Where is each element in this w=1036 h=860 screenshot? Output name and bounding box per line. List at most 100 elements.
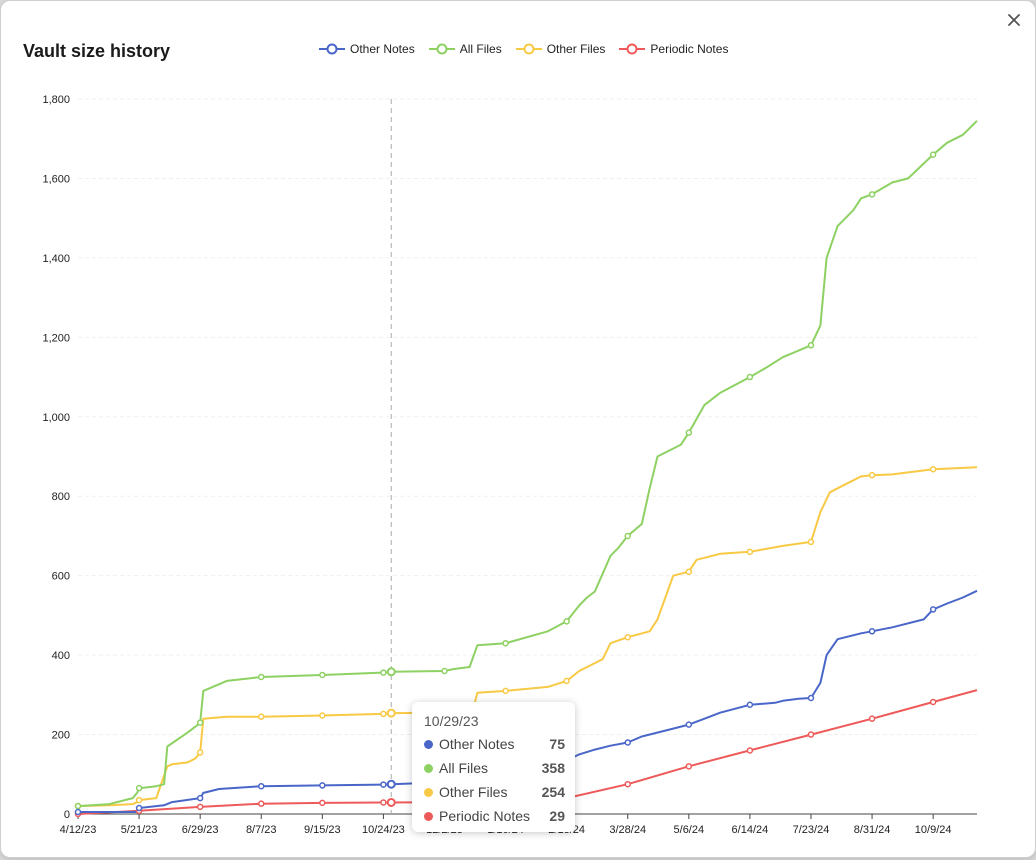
y-tick-label: 1,800 xyxy=(42,94,70,106)
data-point xyxy=(502,687,509,695)
x-tick-label: 4/12/23 xyxy=(60,824,97,836)
tooltip-series-value: 358 xyxy=(541,760,565,776)
x-tick-label: 6/29/23 xyxy=(182,824,219,836)
data-point xyxy=(929,606,937,613)
data-point xyxy=(196,749,204,756)
data-point xyxy=(257,713,265,720)
x-tick-label: 5/21/23 xyxy=(121,824,158,836)
data-point xyxy=(196,794,204,802)
legend-marker-icon xyxy=(515,43,542,55)
close-button[interactable] xyxy=(1003,9,1025,31)
data-point xyxy=(563,677,570,685)
data-point xyxy=(135,796,143,804)
data-point xyxy=(257,673,265,681)
data-point xyxy=(929,465,937,473)
y-tick-label: 1,400 xyxy=(42,253,70,265)
y-tick-label: 800 xyxy=(52,491,70,503)
tooltip-dot xyxy=(424,787,433,797)
data-point xyxy=(624,780,631,788)
data-point xyxy=(380,781,387,788)
dialog-title: Vault size history xyxy=(23,41,171,61)
legend-label: All Files xyxy=(459,42,502,56)
tooltip-series-value: 29 xyxy=(549,808,565,824)
data-point xyxy=(624,633,631,641)
data-point xyxy=(807,731,815,738)
data-point xyxy=(746,701,754,709)
data-point xyxy=(868,191,876,198)
tooltip-series-name: Other Notes xyxy=(439,736,515,752)
data-point xyxy=(380,799,387,806)
legend-circle xyxy=(436,43,448,55)
data-point xyxy=(563,618,570,625)
y-tick-label: 600 xyxy=(52,571,70,583)
y-tick-label: 400 xyxy=(52,650,70,662)
data-point xyxy=(929,151,937,158)
tooltip-series-value: 75 xyxy=(549,736,565,752)
tooltip-row-all-files: All Files 358 xyxy=(424,760,565,776)
x-tick-label: 6/14/24 xyxy=(732,824,769,836)
x-tick-label: 9/15/23 xyxy=(304,824,341,836)
data-point xyxy=(807,342,815,349)
data-point xyxy=(746,747,754,754)
tooltip-row-periodic-notes: Periodic Notes 29 xyxy=(424,808,565,824)
legend-label: Other Files xyxy=(546,42,606,56)
y-tick-label: 1,600 xyxy=(42,173,70,185)
tooltip-dot xyxy=(424,739,433,749)
series-line-other-files xyxy=(77,466,978,808)
data-point xyxy=(386,797,396,807)
y-tick-label: 1,000 xyxy=(42,412,70,424)
data-point xyxy=(319,799,326,807)
legend-item-other-files[interactable]: Other Files xyxy=(515,42,606,56)
data-point xyxy=(386,779,396,789)
x-tick-label: 5/6/24 xyxy=(674,824,705,836)
data-point xyxy=(624,739,631,746)
data-point xyxy=(74,802,82,810)
data-point xyxy=(746,373,754,381)
y-tick-label: 1,200 xyxy=(42,332,70,344)
data-point xyxy=(319,782,326,789)
data-point xyxy=(135,784,143,792)
legend-label: Periodic Notes xyxy=(650,42,729,56)
data-point xyxy=(746,548,754,556)
chart-legend: Other Notes All Files Other Files Period… xyxy=(319,42,728,56)
legend-item-all-files[interactable]: All Files xyxy=(428,42,502,56)
data-point xyxy=(868,471,876,479)
legend-marker-icon xyxy=(619,43,646,55)
legend-circle xyxy=(626,43,638,55)
tooltip-dot xyxy=(424,763,433,773)
x-tick-label: 8/31/24 xyxy=(854,824,891,836)
data-point xyxy=(685,763,693,770)
tooltip-date: 10/29/23 xyxy=(424,713,479,729)
legend-item-periodic-notes[interactable]: Periodic Notes xyxy=(619,42,728,56)
tooltip-series-value: 254 xyxy=(541,784,565,800)
data-point xyxy=(386,708,396,718)
legend-circle xyxy=(326,43,338,55)
data-point xyxy=(380,710,387,718)
data-point xyxy=(441,667,448,675)
data-point xyxy=(257,800,265,807)
close-icon xyxy=(1008,14,1020,26)
data-point xyxy=(502,639,509,647)
x-tick-label: 3/28/24 xyxy=(609,824,646,836)
data-point xyxy=(319,671,326,679)
x-tick-label: 10/9/24 xyxy=(915,824,952,836)
tooltip-series-name: Other Files xyxy=(439,784,508,800)
x-tick-label: 10/24/23 xyxy=(362,824,405,836)
tooltip-series-name: All Files xyxy=(439,760,489,776)
data-point xyxy=(257,782,265,790)
legend-marker-icon xyxy=(428,43,455,55)
legend-label: Other Notes xyxy=(350,42,415,56)
data-point xyxy=(380,669,387,676)
data-point xyxy=(685,568,693,575)
legend-marker-icon xyxy=(319,43,345,55)
data-point xyxy=(196,803,204,811)
y-tick-label: 0 xyxy=(64,809,70,821)
data-point xyxy=(868,628,876,635)
tooltip-row-other-notes: Other Notes 75 xyxy=(424,736,565,752)
x-tick-label: 8/7/23 xyxy=(246,824,277,836)
series-line-all-files xyxy=(77,120,978,808)
tooltip-dot xyxy=(424,811,433,821)
legend-item-other-notes[interactable]: Other Notes xyxy=(319,42,415,56)
data-point xyxy=(807,694,815,702)
